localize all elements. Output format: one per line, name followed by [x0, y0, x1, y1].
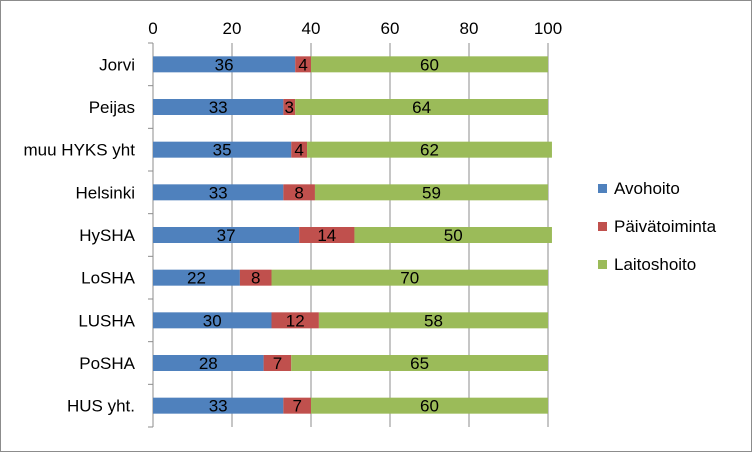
data-label: 60 — [420, 55, 439, 74]
bar-avohoito-1 — [153, 56, 296, 73]
bar-päivätoiminta-6 — [239, 269, 272, 286]
bar-avohoito-6 — [153, 269, 240, 286]
data-label: 14 — [317, 226, 336, 245]
data-label: 62 — [420, 141, 439, 160]
data-label: 8 — [294, 183, 303, 202]
bar-laitoshoito-3 — [307, 141, 552, 158]
category-label: HySHA — [79, 226, 135, 245]
legend-swatch — [598, 260, 607, 269]
data-label: 37 — [217, 226, 236, 245]
category-label: LUSHA — [78, 311, 135, 330]
data-label: 60 — [420, 397, 439, 416]
legend-label: Avohoito — [614, 179, 680, 198]
bar-päivätoiminta-9 — [283, 397, 311, 414]
bar-avohoito-5 — [153, 227, 300, 243]
legend-label: Laitoshoito — [614, 255, 696, 274]
bar-laitoshoito-2 — [295, 99, 548, 115]
bar-laitoshoito-9 — [311, 397, 548, 414]
data-label: 59 — [422, 183, 441, 202]
x-tick-label-0: 0 — [148, 19, 157, 38]
data-label: 22 — [187, 269, 206, 288]
bar-avohoito-4 — [153, 184, 284, 201]
data-label: 33 — [209, 183, 228, 202]
bar-laitoshoito-7 — [318, 312, 548, 329]
category-label: LoSHA — [81, 269, 136, 288]
data-label: 33 — [209, 397, 228, 416]
bar-avohoito-7 — [153, 312, 272, 329]
bar-päivätoiminta-3 — [291, 141, 308, 158]
data-label: 12 — [286, 311, 305, 330]
data-label: 4 — [298, 55, 307, 74]
data-label: 50 — [444, 226, 463, 245]
bar-avohoito-3 — [153, 141, 292, 158]
category-label: Jorvi — [99, 55, 135, 74]
legend-swatch — [598, 184, 607, 193]
bar-laitoshoito-1 — [311, 56, 548, 73]
data-label: 30 — [203, 311, 222, 330]
bar-päivätoiminta-7 — [271, 312, 319, 329]
bar-päivätoiminta-4 — [283, 184, 315, 201]
data-label: 35 — [213, 141, 232, 160]
category-label: Peijas — [89, 98, 135, 117]
legend-label: Päivätoiminta — [614, 217, 717, 236]
data-label: 4 — [294, 141, 303, 160]
data-label: 28 — [199, 354, 218, 373]
bar-laitoshoito-8 — [291, 355, 548, 371]
data-label: 33 — [209, 98, 228, 117]
category-label: Helsinki — [75, 183, 135, 202]
bar-avohoito-9 — [153, 397, 284, 414]
x-tick-label-100: 100 — [534, 19, 562, 38]
x-tick-label-60: 60 — [381, 19, 400, 38]
legend-swatch — [598, 222, 607, 231]
category-label: PoSHA — [79, 354, 135, 373]
bar-päivätoiminta-1 — [295, 56, 311, 73]
data-label: 36 — [215, 55, 234, 74]
x-tick-label-80: 80 — [460, 19, 479, 38]
x-tick-label-20: 20 — [223, 19, 242, 38]
bar-avohoito-8 — [153, 355, 264, 371]
bar-päivätoiminta-8 — [263, 355, 292, 371]
bar-päivätoiminta-5 — [299, 227, 355, 243]
bar-päivätoiminta-2 — [283, 99, 296, 115]
data-label: 7 — [273, 354, 282, 373]
data-label: 3 — [285, 98, 294, 117]
bar-laitoshoito-6 — [271, 269, 548, 286]
category-label: HUS yht. — [67, 397, 135, 416]
data-label: 7 — [292, 397, 301, 416]
x-tick-label-40: 40 — [302, 19, 321, 38]
bar-laitoshoito-5 — [354, 227, 552, 243]
data-label: 65 — [410, 354, 429, 373]
data-label: 58 — [424, 311, 443, 330]
data-label: 8 — [251, 269, 260, 288]
data-label: 70 — [400, 269, 419, 288]
bar-avohoito-2 — [153, 99, 284, 115]
category-label: muu HYKS yht — [24, 141, 136, 160]
bar-laitoshoito-4 — [314, 184, 548, 201]
data-label: 64 — [412, 98, 431, 117]
